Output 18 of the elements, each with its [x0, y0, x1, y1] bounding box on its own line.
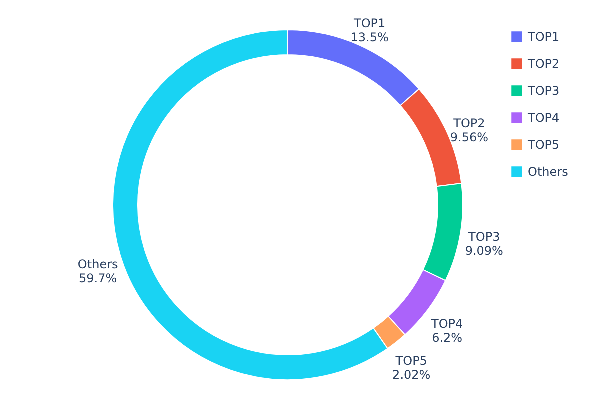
- legend-label: TOP5: [527, 138, 560, 152]
- data-label: 13.5%: [350, 30, 389, 45]
- legend-label: Others: [528, 165, 568, 179]
- slice-label: TOP2: [452, 116, 486, 130]
- legend-label: TOP3: [527, 84, 560, 98]
- data-label: 2.02%: [392, 368, 431, 382]
- data-label: 9.09%: [465, 244, 504, 258]
- slice-label: TOP3: [468, 230, 500, 244]
- slice-label: TOP4: [430, 317, 464, 332]
- data-label: 6.2%: [432, 331, 463, 346]
- slice-label: TOP5: [394, 354, 428, 368]
- data-label: 59.7%: [79, 271, 118, 286]
- legend-label: TOP1: [527, 30, 560, 44]
- slice-label: Others: [78, 257, 118, 272]
- legend-label: TOP4: [527, 111, 560, 125]
- slice-label: TOP1: [353, 16, 386, 31]
- legend-label: TOP2: [527, 57, 560, 71]
- data-label: 9.56%: [450, 130, 489, 144]
